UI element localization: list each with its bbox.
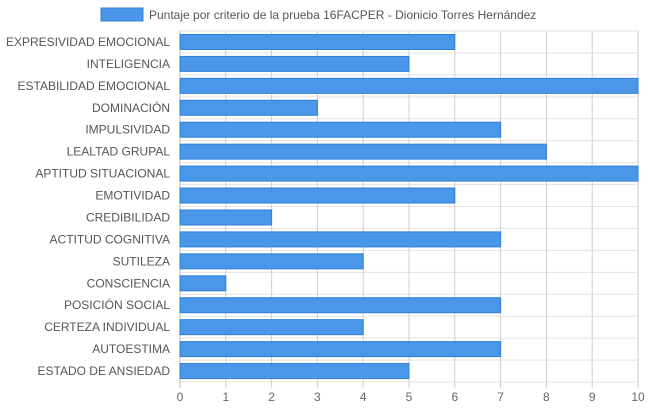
bar[interactable] <box>179 33 456 50</box>
y-tick-label: CERTEZA INDIVIDUAL <box>44 320 170 334</box>
x-tick-label: 6 <box>451 390 458 404</box>
bar[interactable] <box>179 341 502 358</box>
bar[interactable] <box>179 275 227 292</box>
bar[interactable] <box>179 55 410 72</box>
bar[interactable] <box>179 297 502 314</box>
bars <box>179 33 639 380</box>
bar[interactable] <box>179 253 364 270</box>
y-tick-label: LEALTAD GRUPAL <box>67 145 171 159</box>
bar[interactable] <box>179 231 502 248</box>
y-tick-label: SUTILEZA <box>113 254 170 268</box>
x-tick-label: 10 <box>631 390 645 404</box>
y-tick-label: POSICIÓN SOCIAL <box>64 297 170 312</box>
x-tick-label: 8 <box>543 390 550 404</box>
bar[interactable] <box>179 99 318 116</box>
x-axis-labels: 0 1 2 3 4 5 6 7 8 9 10 <box>177 390 645 404</box>
y-tick-label: APTITUD SITUACIONAL <box>35 167 170 181</box>
y-tick-label: IMPULSIVIDAD <box>85 123 170 137</box>
y-tick-label: AUTOESTIMA <box>92 342 170 356</box>
bar[interactable] <box>179 209 273 226</box>
x-tick-label: 5 <box>406 390 413 404</box>
x-tick-label: 4 <box>360 390 367 404</box>
bar[interactable] <box>179 143 547 160</box>
bar[interactable] <box>179 165 639 182</box>
y-tick-label: ESTABILIDAD EMOCIONAL <box>18 79 171 93</box>
bar[interactable] <box>179 121 502 138</box>
x-tick-label: 7 <box>497 390 504 404</box>
y-tick-label: EMOTIVIDAD <box>95 189 170 203</box>
x-tick-label: 0 <box>177 390 184 404</box>
y-tick-label: CONSCIENCIA <box>87 276 170 290</box>
y-tick-label: EXPRESIVIDAD EMOCIONAL <box>6 35 170 49</box>
x-tick-label: 1 <box>222 390 229 404</box>
x-tick-label: 2 <box>268 390 275 404</box>
x-tick-label: 9 <box>589 390 596 404</box>
legend-label[interactable]: Puntaje por criterio de la prueba 16FACP… <box>149 8 536 22</box>
bar[interactable] <box>179 363 410 380</box>
y-axis-labels: EXPRESIVIDAD EMOCIONAL INTELIGENCIA ESTABI… <box>6 35 170 378</box>
bar[interactable] <box>179 77 639 94</box>
x-tick-label: 3 <box>314 390 321 404</box>
y-tick-label: CREDIBILIDAD <box>86 210 170 224</box>
bar[interactable] <box>179 187 456 204</box>
legend-swatch[interactable] <box>100 7 144 22</box>
bar[interactable] <box>179 319 364 336</box>
y-tick-label: ACTITUD COGNITIVA <box>50 232 170 246</box>
y-tick-label: ESTADO DE ANSIEDAD <box>38 364 171 378</box>
legend[interactable]: Puntaje por criterio de la prueba 16FACP… <box>100 7 536 22</box>
y-tick-label: INTELIGENCIA <box>87 57 170 71</box>
y-tick-label: DOMINACIÓN <box>92 100 170 115</box>
